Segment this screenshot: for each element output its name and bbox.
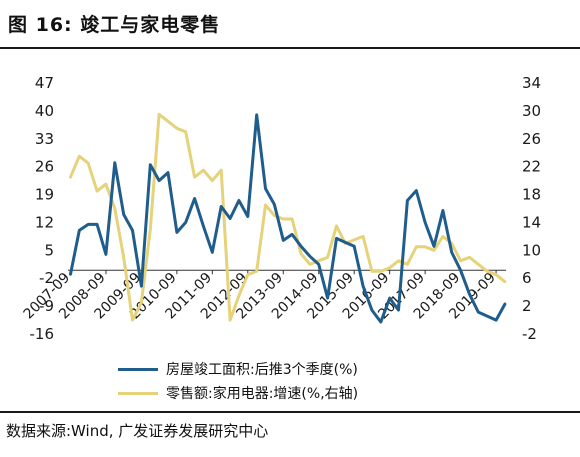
right-tick-label: 22 [522,158,541,176]
legend: 房屋竣工面积:后推3个季度(%) 零售额:家用电器:增速(%,右轴) [118,357,358,405]
left-axis-ticks: 47 40 33 26 19 12 5 -2 -9 -16 [30,74,55,343]
left-tick-label: 26 [35,158,54,176]
left-tick-label: 40 [35,102,54,120]
right-tick-label: 26 [522,130,541,148]
left-tick-label: 47 [35,74,54,92]
legend-item-completion: 房屋竣工面积:后推3个季度(%) [118,357,358,381]
left-tick-label: 33 [35,130,54,148]
right-tick-label: 6 [522,269,532,287]
right-tick-label: 34 [522,74,541,92]
left-tick-label: 12 [35,213,54,231]
right-tick-label: 18 [522,186,541,204]
right-tick-label: 10 [522,241,541,259]
legend-swatch-completion [118,367,158,371]
right-axis-ticks: 34 30 26 22 18 14 10 6 2 -2 [522,74,541,343]
x-axis-ticks: 2007-092008-092009-092010-092011-092012-… [21,270,499,323]
right-tick-label: 30 [522,102,541,120]
legend-item-retail: 零售额:家用电器:增速(%,右轴) [118,381,358,405]
left-tick-label: -16 [30,325,55,343]
left-tick-label: -2 [39,269,54,287]
series-lines [69,112,507,324]
legend-swatch-retail [118,391,158,395]
series-line-retail [69,112,507,322]
legend-label-completion: 房屋竣工面积:后推3个季度(%) [166,362,358,378]
series-line-completion [69,113,507,324]
right-tick-label: 2 [522,297,532,315]
right-tick-label: 14 [522,213,541,231]
source-divider [0,411,580,413]
right-tick-label: -2 [522,325,537,343]
source-note: 数据来源:Wind, 广发证券发展研究中心 [6,422,269,440]
title-divider [0,47,580,49]
figure-title: 图 16: 竣工与家电零售 [8,14,221,36]
left-tick-label: -9 [39,297,54,315]
left-tick-label: 5 [44,241,54,259]
legend-label-retail: 零售额:家用电器:增速(%,右轴) [166,386,359,402]
left-tick-label: 19 [35,186,54,204]
